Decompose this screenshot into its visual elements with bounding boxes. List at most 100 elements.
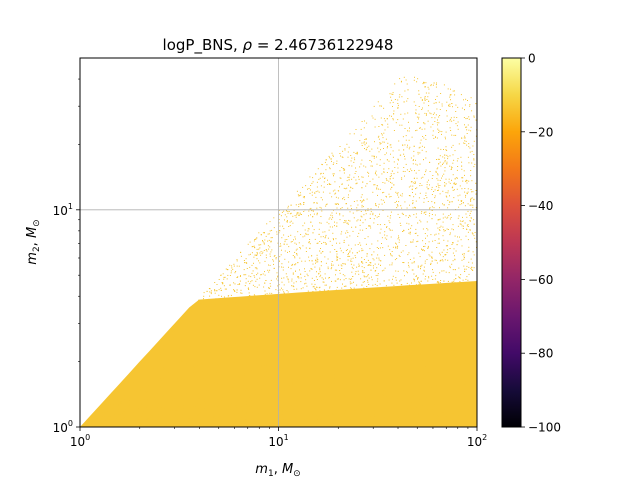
scatter-point <box>175 416 177 418</box>
scatter-point <box>260 302 262 304</box>
scatter-point <box>325 385 327 387</box>
scatter-point <box>439 272 441 274</box>
scatter-point <box>109 424 111 426</box>
scatter-point <box>226 305 228 307</box>
scatter-point <box>397 346 399 348</box>
scatter-point <box>460 352 462 353</box>
scatter-point <box>121 412 123 414</box>
scatter-point <box>458 418 460 420</box>
scatter-point <box>300 388 302 390</box>
scatter-point <box>202 344 204 346</box>
scatter-point <box>243 414 245 416</box>
scatter-point <box>120 425 122 427</box>
scatter-point <box>318 354 320 356</box>
scatter-point <box>466 353 468 355</box>
scatter-point <box>363 275 365 277</box>
scatter-point <box>343 354 345 356</box>
scatter-point <box>389 365 391 367</box>
scatter-point <box>229 408 231 410</box>
scatter-point <box>194 399 196 401</box>
scatter-point <box>168 354 169 355</box>
scatter-point <box>246 334 248 336</box>
scatter-point <box>111 420 113 422</box>
scatter-point <box>247 388 249 390</box>
scatter-point <box>299 213 301 215</box>
scatter-point <box>441 103 443 105</box>
scatter-point <box>421 128 423 130</box>
scatter-point <box>250 281 252 283</box>
scatter-point <box>282 266 284 268</box>
scatter-point <box>470 358 472 360</box>
scatter-point <box>378 298 380 300</box>
scatter-point <box>467 371 469 373</box>
scatter-point <box>214 309 216 311</box>
scatter-point <box>409 146 411 148</box>
scatter-point <box>461 168 463 170</box>
scatter-point <box>415 188 416 190</box>
scatter-point <box>106 413 108 415</box>
scatter-point <box>315 350 317 352</box>
scatter-point <box>383 417 385 419</box>
scatter-point <box>407 320 409 322</box>
scatter-point <box>243 329 245 330</box>
scatter-point <box>117 386 119 388</box>
scatter-point <box>353 407 355 409</box>
scatter-point <box>208 374 210 376</box>
scatter-point <box>347 409 349 411</box>
scatter-point <box>256 388 258 390</box>
scatter-point <box>315 289 317 291</box>
scatter-point <box>136 415 138 417</box>
scatter-point <box>431 424 433 426</box>
scatter-point <box>147 355 149 357</box>
scatter-point <box>383 132 385 134</box>
scatter-point <box>429 255 431 257</box>
scatter-point <box>365 392 367 394</box>
scatter-point <box>192 421 194 422</box>
scatter-point <box>143 407 145 409</box>
scatter-point <box>221 387 223 389</box>
scatter-point <box>466 265 468 267</box>
scatter-point <box>447 156 449 158</box>
scatter-point <box>396 243 397 245</box>
scatter-point <box>116 425 118 427</box>
scatter-point <box>306 273 308 275</box>
scatter-point <box>408 148 410 150</box>
scatter-point <box>343 422 345 424</box>
scatter-point <box>134 413 136 415</box>
scatter-point <box>196 361 198 362</box>
scatter-point <box>459 379 461 381</box>
scatter-point <box>202 335 204 337</box>
scatter-point <box>187 396 189 398</box>
scatter-point <box>332 264 334 266</box>
scatter-point <box>433 137 435 139</box>
scatter-point <box>305 373 307 374</box>
scatter-point <box>452 252 454 254</box>
scatter-point <box>470 97 472 99</box>
scatter-point <box>376 318 378 320</box>
scatter-point <box>223 278 225 280</box>
scatter-point <box>463 258 465 260</box>
scatter-point <box>446 353 448 355</box>
scatter-point <box>100 417 102 419</box>
scatter-point <box>321 348 323 349</box>
scatter-point <box>356 382 358 384</box>
scatter-point <box>286 397 288 399</box>
scatter-point <box>437 173 439 175</box>
scatter-point <box>380 142 382 144</box>
scatter-point <box>216 369 218 371</box>
scatter-point <box>392 177 394 179</box>
scatter-point <box>411 307 413 309</box>
scatter-point <box>343 395 345 397</box>
scatter-point <box>329 408 331 410</box>
scatter-point <box>140 422 142 424</box>
scatter-point <box>168 379 170 381</box>
scatter-point <box>374 391 376 393</box>
scatter-point <box>386 226 387 228</box>
scatter-point <box>462 364 464 366</box>
scatter-point <box>279 355 281 357</box>
scatter-point <box>376 309 378 311</box>
scatter-point <box>145 401 147 403</box>
scatter-point <box>333 293 335 295</box>
scatter-point <box>123 395 125 397</box>
